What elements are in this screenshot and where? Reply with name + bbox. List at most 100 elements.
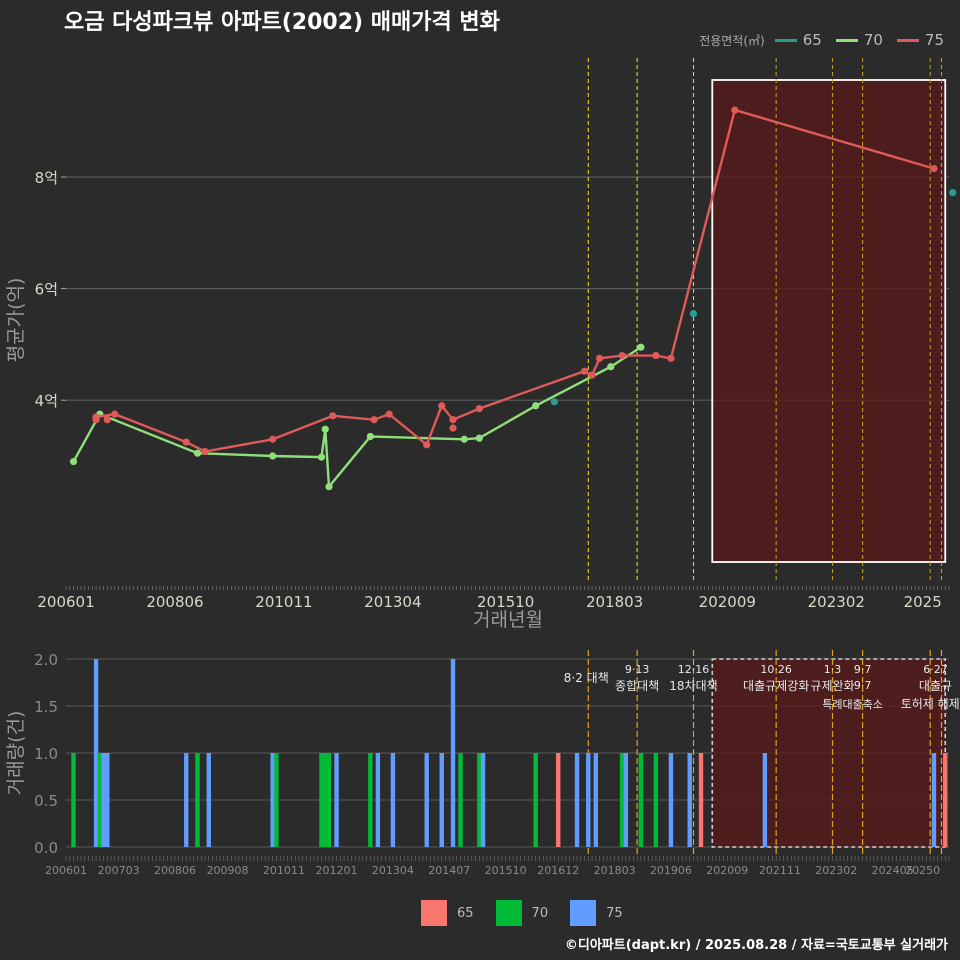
bar-75 (439, 753, 444, 847)
bar-70 (274, 753, 279, 847)
point-75 (111, 410, 119, 418)
policy-label-name: 대출규제강화 (743, 679, 809, 693)
legend-label-65: 65 (802, 31, 822, 49)
point-65 (949, 189, 957, 197)
vol-x-tick-label: 20250 (905, 864, 940, 877)
chart-title: 오금 다성파크뷰 아파트(2002) 매매가격 변화 (64, 10, 500, 35)
policy-label-name: 규제완화 (810, 679, 854, 693)
bar-70 (533, 753, 538, 847)
point-75 (652, 351, 660, 360)
point-75 (182, 438, 190, 446)
vol-x-tick-label: 201612 (537, 864, 579, 877)
legend-label-75: 75 (924, 31, 944, 49)
legend-swatch-70 (835, 38, 858, 42)
bar-70 (326, 753, 332, 847)
point-70 (475, 434, 483, 442)
point-75 (580, 367, 589, 375)
vol-x-tick-label: 201304 (372, 864, 414, 877)
point-75 (595, 354, 604, 362)
point-75 (385, 410, 393, 418)
x-tick-label: 202302 (808, 593, 865, 611)
bar-75 (424, 753, 429, 847)
point-75 (930, 165, 938, 173)
bar-70 (458, 753, 463, 847)
y-tick-label: 4억 (35, 392, 58, 410)
bar-70 (653, 753, 659, 847)
policy-label-name: 8·2 대책 (564, 670, 609, 685)
point-65 (550, 398, 559, 406)
vol-x-tick-label: 200806 (154, 864, 196, 877)
vol-y-tick-label: 2.0 (34, 651, 58, 669)
vol-x-tick-label: 201407 (428, 864, 470, 877)
point-75 (370, 416, 378, 424)
bar-65 (556, 753, 561, 847)
vol-x-tick-label: 201803 (594, 864, 636, 877)
highlight-box (711, 79, 947, 563)
series-line-75 (95, 108, 935, 453)
bar-75 (206, 753, 211, 847)
policy-label-name: 특례대출축소 (822, 698, 883, 711)
bar-75 (623, 753, 629, 847)
x-tick-label: 201304 (364, 593, 421, 611)
bar-legend: 65 70 75 (421, 900, 635, 926)
point-75 (731, 106, 739, 114)
point-75 (92, 416, 100, 424)
point-75 (438, 402, 446, 410)
bar-70 (638, 753, 644, 847)
x-tick-label: 200806 (146, 593, 203, 611)
x-axis-label: 거래년월 (473, 609, 543, 631)
vol-x-tick-label: 202302 (815, 864, 857, 877)
point-75 (201, 447, 209, 456)
bar-75 (480, 753, 486, 847)
vol-x-tick-label: 202111 (759, 864, 801, 877)
point-75 (269, 435, 277, 443)
y-axis-label: 평균가(억) (5, 278, 27, 363)
bar-70 (619, 753, 625, 847)
point-75 (475, 404, 483, 413)
point-70 (637, 343, 645, 351)
policy-label-date: 9·7 (854, 663, 872, 676)
y-tick-label: 6억 (35, 281, 58, 299)
point-70 (607, 363, 615, 371)
bar-75 (931, 753, 937, 847)
vol-x-tick-label: 201906 (650, 864, 692, 877)
bar-legend-swatch-70 (495, 900, 522, 926)
bar-legend-label-75: 75 (606, 905, 623, 921)
vol-x-tick-label: 202009 (706, 864, 748, 877)
policy-label-date: 10·26 (760, 663, 792, 676)
bar-70 (368, 753, 373, 847)
bar-75 (105, 753, 110, 847)
policy-label-name: 토허제 해제 (901, 697, 960, 711)
legend-swatch-75 (896, 38, 919, 42)
vol-x-tick-label: 201510 (485, 864, 527, 877)
y-tick-label: 8억 (35, 169, 58, 187)
point-70 (69, 457, 78, 466)
point-75 (618, 351, 626, 360)
bar-75 (586, 753, 591, 847)
bar-75 (762, 753, 768, 847)
point-70 (193, 449, 202, 457)
point-75 (449, 416, 457, 424)
bar-legend-swatch-65 (421, 900, 447, 926)
point-75 (449, 424, 457, 432)
point-70 (269, 452, 277, 460)
policy-label-date: 1·3 (824, 663, 842, 676)
x-tick-label: 202009 (699, 593, 756, 611)
policy-label-date: 6·27 (923, 663, 948, 676)
point-70 (366, 432, 374, 441)
vol-x-tick-label: 200601 (45, 864, 87, 877)
policy-label-date: 9·7 (854, 679, 872, 692)
vol-x-tick-label: 200908 (207, 864, 249, 877)
point-70 (321, 425, 329, 433)
line-legend: 전용면적(㎡) 65 70 75 (699, 31, 952, 49)
bar-65 (698, 753, 704, 847)
bar-75 (687, 753, 692, 847)
legend-title: 전용면적(㎡) (699, 33, 765, 48)
x-tick-label: 200601 (37, 593, 94, 611)
vol-y-axis-label: 거래량(건) (5, 711, 27, 796)
point-75 (103, 416, 111, 424)
point-65 (689, 310, 698, 318)
point-75 (423, 441, 431, 449)
vol-y-tick-label: 0.5 (34, 792, 58, 810)
x-tick-label: 2025 (904, 593, 942, 611)
